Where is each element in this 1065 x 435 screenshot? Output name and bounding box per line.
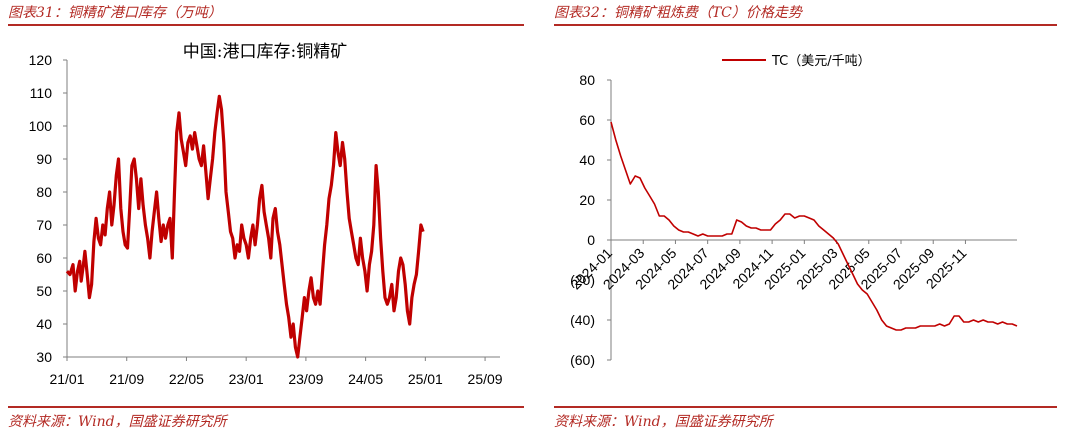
x-tick-label: 21/01 [49, 371, 84, 387]
right-source-note: 资料来源：Wind，国盛证券研究所 [554, 414, 773, 430]
y-tick-label: (40) [570, 312, 595, 328]
x-tick-label: 22/05 [169, 371, 204, 387]
y-tick-label: 60 [579, 112, 595, 128]
y-tick-label: 120 [29, 52, 53, 68]
y-tick-label: 40 [579, 152, 595, 168]
x-tick-label: 23/09 [288, 371, 323, 387]
legend-label: TC（美元/千吨） [771, 54, 871, 69]
x-tick-label: 24/05 [348, 371, 383, 387]
x-tick-label: 25/01 [408, 371, 443, 387]
y-tick-label: 80 [36, 184, 52, 200]
right-top-rule [554, 24, 1057, 26]
y-tick-label: 90 [36, 151, 52, 167]
left-figure: 图表31：铜精矿港口库存（万吨） 中国:港口库存:铜精矿 30 40 50 60 70 80… [0, 0, 532, 435]
y-tick-label: 50 [36, 283, 52, 299]
left-top-rule [8, 24, 524, 26]
y-tick-label: 20 [579, 192, 595, 208]
y-tick-label: 110 [30, 85, 53, 101]
tc-chart: TC（美元/千吨）806040200(20)(40)(60)2024-01202… [567, 54, 1018, 368]
inventory-series-line [65, 94, 425, 359]
y-tick-label: 30 [36, 349, 52, 365]
y-tick-label: 0 [587, 232, 595, 248]
y-tick-label: 100 [29, 118, 53, 134]
left-source-note: 资料来源：Wind，国盛证券研究所 [8, 414, 227, 430]
x-tick-label: 21/09 [109, 371, 144, 387]
y-tick-label: 70 [36, 217, 52, 233]
right-bottom-rule [554, 406, 1057, 408]
left-figure-title: 图表31：铜精矿港口库存（万吨） [8, 5, 222, 21]
y-tick-label: 60 [36, 250, 52, 266]
y-tick-label: (60) [570, 352, 595, 368]
x-tick-label: 23/01 [229, 371, 264, 387]
x-tick-label: 25/09 [468, 371, 503, 387]
inventory-chart: 中国:港口库存:铜精矿 30 40 50 60 70 80 90 100 110 120 21/01 2… [29, 42, 503, 387]
y-tick-label: 80 [579, 72, 595, 88]
y-tick-label: (20) [570, 272, 595, 288]
tc-series-line [610, 121, 1018, 331]
chart-title: 中国:港口库存:铜精矿 [183, 42, 347, 62]
y-tick-label: 40 [36, 316, 52, 332]
right-figure: 图表32：铜精矿粗炼费（TC）价格走势 TC（美元/千吨） 80 60 40 20 0 (2… [546, 0, 1065, 435]
right-figure-title: 图表32：铜精矿粗炼费（TC）价格走势 [554, 5, 802, 21]
left-bottom-rule [8, 406, 524, 408]
